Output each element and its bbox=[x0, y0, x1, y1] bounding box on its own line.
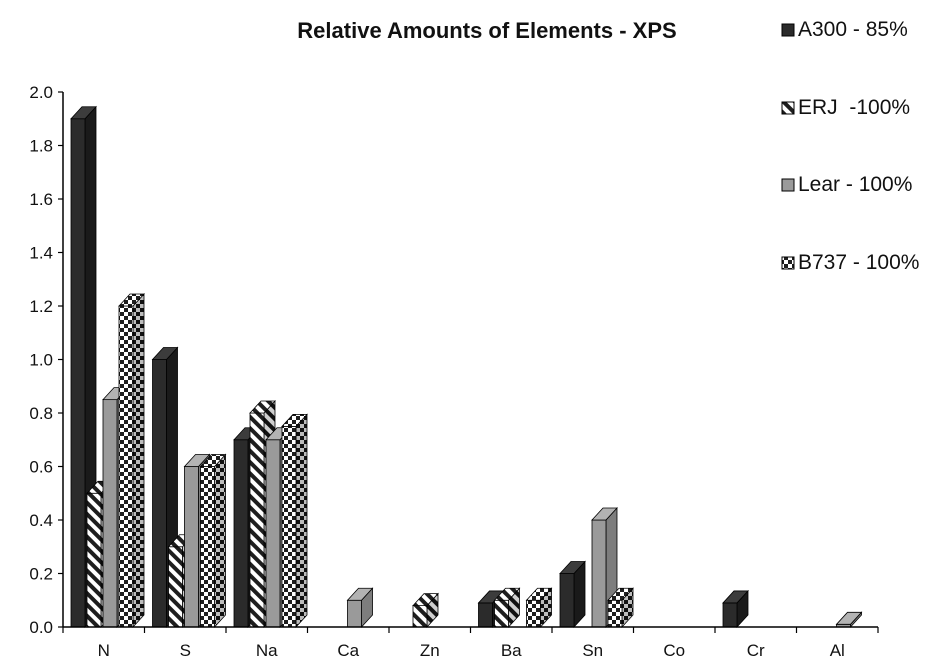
x-tick-label: Ca bbox=[337, 641, 359, 660]
legend-swatch bbox=[781, 23, 795, 37]
bar-a300-85-cr bbox=[722, 589, 749, 629]
y-tick-label: 0.6 bbox=[29, 458, 53, 477]
bar-top bbox=[412, 593, 439, 606]
legend-swatch bbox=[781, 101, 795, 115]
legend-swatch bbox=[781, 256, 795, 270]
legend-label: A300 - 85% bbox=[798, 18, 908, 41]
legend-label: Lear - 100% bbox=[798, 173, 912, 196]
legend-item-lear-100: Lear - 100% bbox=[781, 173, 912, 196]
bar-front bbox=[722, 602, 738, 628]
bar-front bbox=[281, 425, 297, 628]
bar-top bbox=[151, 347, 179, 360]
bar-front bbox=[70, 118, 86, 628]
bar-front bbox=[102, 399, 118, 628]
x-tick-label: Zn bbox=[420, 641, 440, 660]
y-tick-label: 1.2 bbox=[29, 297, 53, 316]
legend-label: B737 - 100% bbox=[798, 251, 919, 274]
y-tick-label: 1.4 bbox=[29, 244, 53, 263]
bar-erj-100-zn bbox=[412, 592, 439, 629]
y-tick-label: 0.0 bbox=[29, 618, 53, 637]
bar-front bbox=[478, 602, 493, 628]
bar-front bbox=[607, 599, 623, 628]
bar-side bbox=[132, 292, 145, 629]
bar-front bbox=[526, 599, 541, 628]
bar-side bbox=[295, 413, 308, 629]
bars-layer bbox=[70, 105, 863, 629]
y-tick-label: 0.8 bbox=[29, 404, 53, 423]
x-tick-label: Cr bbox=[747, 641, 765, 660]
bar-top bbox=[722, 590, 749, 604]
bar-front bbox=[200, 466, 215, 628]
chart-title: Relative Amounts of Elements - XPS bbox=[297, 18, 676, 43]
bar-top bbox=[591, 507, 618, 521]
bar-front bbox=[265, 439, 281, 628]
bar-top bbox=[559, 561, 586, 574]
bar-front bbox=[249, 412, 265, 628]
bar-top bbox=[118, 293, 145, 307]
bar-front bbox=[118, 305, 134, 628]
bar-top bbox=[249, 400, 276, 414]
y-tick-label: 1.0 bbox=[29, 351, 53, 370]
legend-label: ERJ -100% bbox=[798, 96, 910, 119]
x-tick-label: Sn bbox=[582, 641, 603, 660]
legend-item-erj-100: ERJ -100% bbox=[781, 96, 910, 119]
x-tick-label: Ba bbox=[501, 641, 522, 660]
legend-item-b737-100: B737 - 100% bbox=[781, 251, 919, 274]
bar-top bbox=[525, 587, 553, 601]
bar-lear-100-ca bbox=[346, 587, 374, 629]
bar-lear-100-sn bbox=[591, 506, 618, 629]
bar-erj-100-ba bbox=[493, 587, 521, 629]
bar-top bbox=[346, 587, 374, 601]
bar-top bbox=[493, 587, 521, 601]
bar-b737-100-na bbox=[281, 413, 308, 629]
y-ticks: 0.0 0.2 0.4 0.6 0.8 1.0 1.2 1.4 1.6 1.8 2.0 bbox=[29, 83, 63, 637]
x-tick-label: Na bbox=[256, 641, 278, 660]
y-tick-label: 1.6 bbox=[29, 190, 53, 209]
bar-b737-100-s bbox=[199, 453, 227, 629]
x-tick-label: Co bbox=[663, 641, 685, 660]
bar-front bbox=[591, 519, 607, 628]
x-ticks: N S Na Ca Zn Ba Sn Co Cr Al bbox=[62, 627, 879, 660]
bar-top bbox=[199, 454, 227, 467]
bar-front bbox=[184, 466, 199, 628]
bar-lear-100-al bbox=[835, 611, 863, 629]
bar-a300-85-sn bbox=[559, 560, 586, 629]
bar-front bbox=[412, 605, 428, 628]
bar-front bbox=[233, 439, 249, 628]
y-tick-label: 1.8 bbox=[29, 137, 53, 156]
legend-item-a300-85: A300 - 85% bbox=[781, 18, 908, 41]
bar-b737-100-ba bbox=[525, 587, 553, 629]
y-tick-label: 0.2 bbox=[29, 565, 53, 584]
legend-swatch bbox=[781, 178, 795, 192]
bar-front bbox=[86, 492, 102, 628]
bar-b737-100-n bbox=[118, 292, 145, 629]
bar-top bbox=[607, 587, 634, 601]
bar-top bbox=[183, 454, 211, 467]
bar-front bbox=[494, 599, 509, 628]
bar-top bbox=[281, 413, 308, 427]
bar-top bbox=[70, 106, 97, 120]
bar-b737-100-sn bbox=[607, 587, 634, 629]
y-tick-label: 2.0 bbox=[29, 83, 53, 102]
bar-front bbox=[347, 599, 362, 628]
x-tick-label: S bbox=[180, 641, 191, 660]
bar-top bbox=[835, 611, 863, 625]
bar-front bbox=[152, 359, 167, 628]
bar-side bbox=[214, 453, 226, 629]
legend: A300 - 85% ERJ -100% Lear - 100% B737 - 100… bbox=[781, 18, 919, 274]
y-tick-label: 0.4 bbox=[29, 511, 53, 530]
bar-front bbox=[559, 573, 575, 628]
bar-front bbox=[168, 546, 183, 628]
x-tick-label: N bbox=[98, 641, 110, 660]
x-tick-label: Al bbox=[830, 641, 845, 660]
